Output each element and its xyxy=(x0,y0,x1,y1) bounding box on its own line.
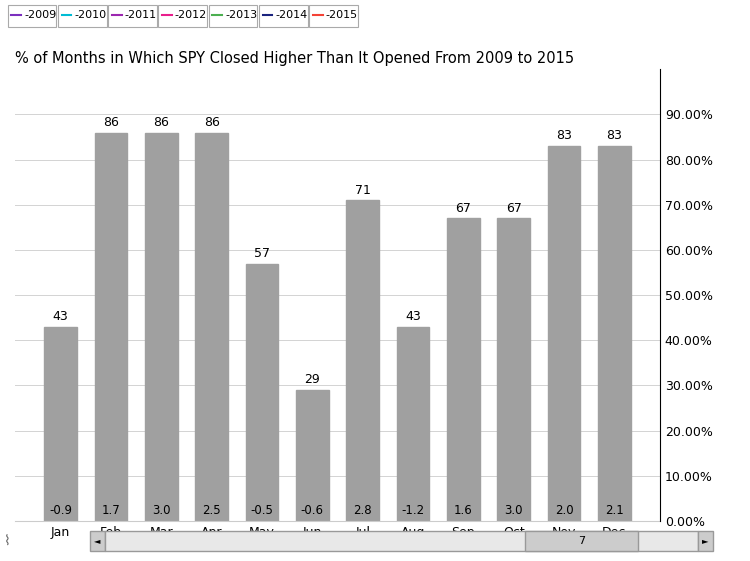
Text: ◄: ◄ xyxy=(94,536,100,545)
Bar xyxy=(296,390,328,521)
Bar xyxy=(497,218,530,521)
Text: -0.9: -0.9 xyxy=(50,504,72,517)
Bar xyxy=(44,327,77,521)
Bar xyxy=(346,200,379,521)
Text: % of Months in Which SPY Closed Higher Than It Opened From 2009 to 2015: % of Months in Which SPY Closed Higher T… xyxy=(15,52,574,66)
Text: 43: 43 xyxy=(53,310,68,323)
Text: -2012: -2012 xyxy=(175,10,207,20)
Text: 86: 86 xyxy=(204,116,220,129)
Text: 83: 83 xyxy=(556,130,572,142)
Bar xyxy=(145,132,178,521)
Text: 29: 29 xyxy=(304,374,320,387)
Text: 3.0: 3.0 xyxy=(505,504,523,517)
Text: 57: 57 xyxy=(254,247,270,260)
Text: 2.5: 2.5 xyxy=(202,504,221,517)
Bar xyxy=(598,146,631,521)
Bar xyxy=(246,264,278,521)
Text: ►: ► xyxy=(702,536,708,545)
FancyBboxPatch shape xyxy=(8,4,56,27)
FancyBboxPatch shape xyxy=(309,4,358,27)
Text: -1.2: -1.2 xyxy=(401,504,424,517)
FancyBboxPatch shape xyxy=(259,4,308,27)
Text: 67: 67 xyxy=(455,202,471,215)
FancyBboxPatch shape xyxy=(108,4,157,27)
Text: -2013: -2013 xyxy=(225,10,257,20)
Bar xyxy=(94,132,128,521)
Bar xyxy=(548,146,580,521)
Text: -2014: -2014 xyxy=(275,10,308,20)
Text: 86: 86 xyxy=(154,116,170,129)
Text: -0.5: -0.5 xyxy=(251,504,274,517)
FancyBboxPatch shape xyxy=(158,4,207,27)
Text: -2009: -2009 xyxy=(24,10,56,20)
Bar xyxy=(447,218,480,521)
Bar xyxy=(397,327,429,521)
Text: 71: 71 xyxy=(355,183,370,197)
Text: -2010: -2010 xyxy=(74,10,106,20)
Text: 86: 86 xyxy=(103,116,119,129)
Bar xyxy=(195,132,228,521)
Text: 1.7: 1.7 xyxy=(102,504,121,517)
Text: 2.0: 2.0 xyxy=(555,504,573,517)
Text: -2011: -2011 xyxy=(124,10,157,20)
FancyBboxPatch shape xyxy=(90,531,105,551)
FancyBboxPatch shape xyxy=(525,531,638,551)
Text: 3.0: 3.0 xyxy=(152,504,170,517)
Text: -0.6: -0.6 xyxy=(301,504,324,517)
FancyBboxPatch shape xyxy=(105,531,698,551)
FancyBboxPatch shape xyxy=(58,4,106,27)
Text: 43: 43 xyxy=(405,310,421,323)
Text: -2015: -2015 xyxy=(326,10,358,20)
FancyBboxPatch shape xyxy=(209,4,257,27)
Text: 83: 83 xyxy=(607,130,622,142)
Text: 67: 67 xyxy=(506,202,521,215)
FancyBboxPatch shape xyxy=(698,531,712,551)
Text: 2.1: 2.1 xyxy=(605,504,624,517)
Text: 2.8: 2.8 xyxy=(353,504,372,517)
Text: 1.6: 1.6 xyxy=(454,504,472,517)
Text: 7: 7 xyxy=(578,536,585,546)
Text: ⌇: ⌇ xyxy=(4,534,10,548)
